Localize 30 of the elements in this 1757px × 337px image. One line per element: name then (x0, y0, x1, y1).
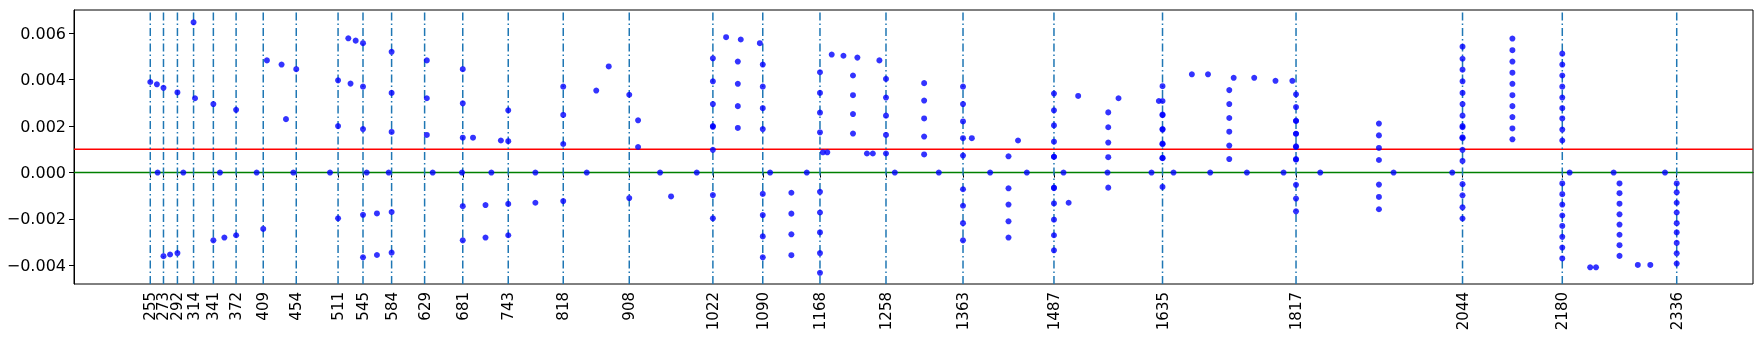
x-tick-label: 2044 (1453, 292, 1472, 331)
x-tick-label: 341 (204, 292, 223, 321)
y-tick-label: 0.000 (20, 163, 66, 183)
x-tick-label: 681 (453, 292, 472, 321)
y-tick-label: −0.002 (6, 209, 66, 229)
x-tick-label: 818 (554, 292, 573, 321)
y-tick-label: 0.006 (20, 23, 66, 43)
x-tick-label: 1363 (954, 292, 973, 331)
x-tick-label: 1635 (1153, 292, 1172, 331)
y-tick-label: −0.004 (6, 255, 66, 275)
x-tick-label: 545 (354, 292, 372, 321)
x-tick-label: 409 (254, 292, 273, 321)
x-tick-label: 743 (499, 292, 518, 321)
x-tick-label: 2336 (1667, 292, 1686, 331)
y-tick-label: 0.004 (20, 70, 66, 90)
x-tick-label: 511 (329, 292, 348, 321)
x-tick-label: 1090 (753, 292, 772, 331)
x-tick-label: 1168 (810, 292, 829, 331)
x-tick-label: 1022 (703, 292, 722, 331)
x-tick-label: 454 (287, 292, 306, 321)
x-tick-label: 584 (382, 292, 401, 321)
x-tick-label: 1817 (1287, 292, 1306, 331)
x-tick-label: 629 (415, 292, 434, 321)
x-tick-label: 1487 (1044, 292, 1063, 331)
x-tick-label: 2180 (1553, 292, 1572, 331)
x-tick-label: 1258 (876, 292, 895, 331)
y-tick-label: 0.002 (20, 116, 66, 136)
x-tick-label: 372 (227, 292, 246, 321)
x-tick-label: 908 (620, 292, 639, 321)
x-tick-label: 314 (184, 292, 203, 321)
